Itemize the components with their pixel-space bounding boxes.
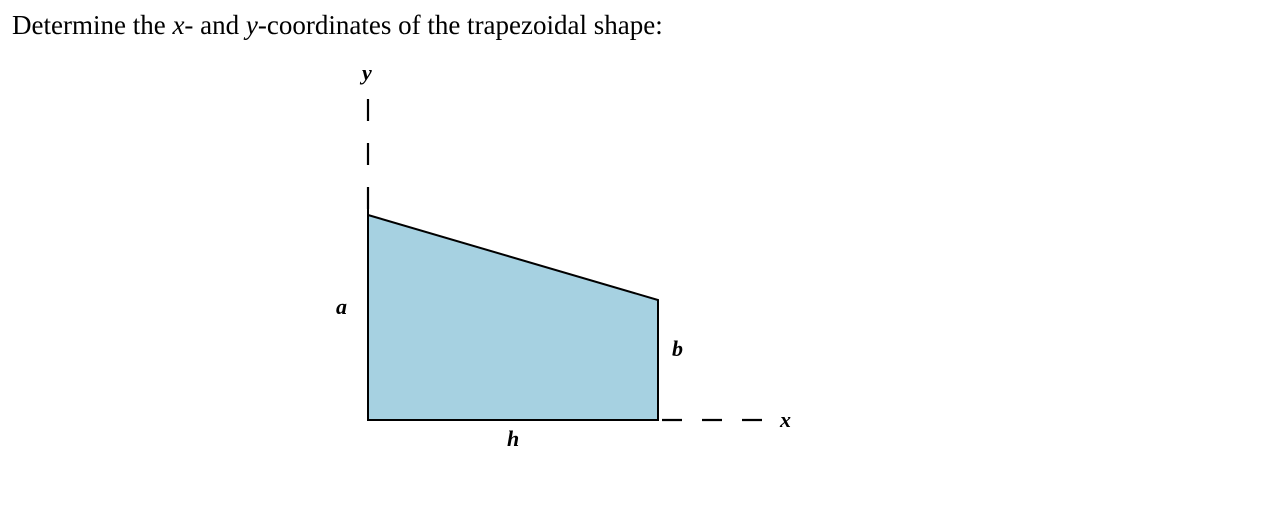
- q-pre: Determine the: [12, 10, 172, 40]
- q-mid1: - and: [184, 10, 245, 40]
- x-axis-label: x: [780, 407, 791, 433]
- trapezoid-diagram: y x a b h: [300, 60, 900, 500]
- q-post: -coordinates of the trapezoidal shape:: [258, 10, 663, 40]
- label-h: h: [507, 426, 519, 452]
- q-y: y: [246, 10, 258, 40]
- q-x: x: [172, 10, 184, 40]
- y-axis-label: y: [362, 60, 372, 86]
- diagram-svg: [300, 60, 900, 500]
- label-a: a: [336, 294, 347, 320]
- label-b: b: [672, 336, 683, 362]
- question-text: Determine the x- and y-coordinates of th…: [12, 10, 663, 41]
